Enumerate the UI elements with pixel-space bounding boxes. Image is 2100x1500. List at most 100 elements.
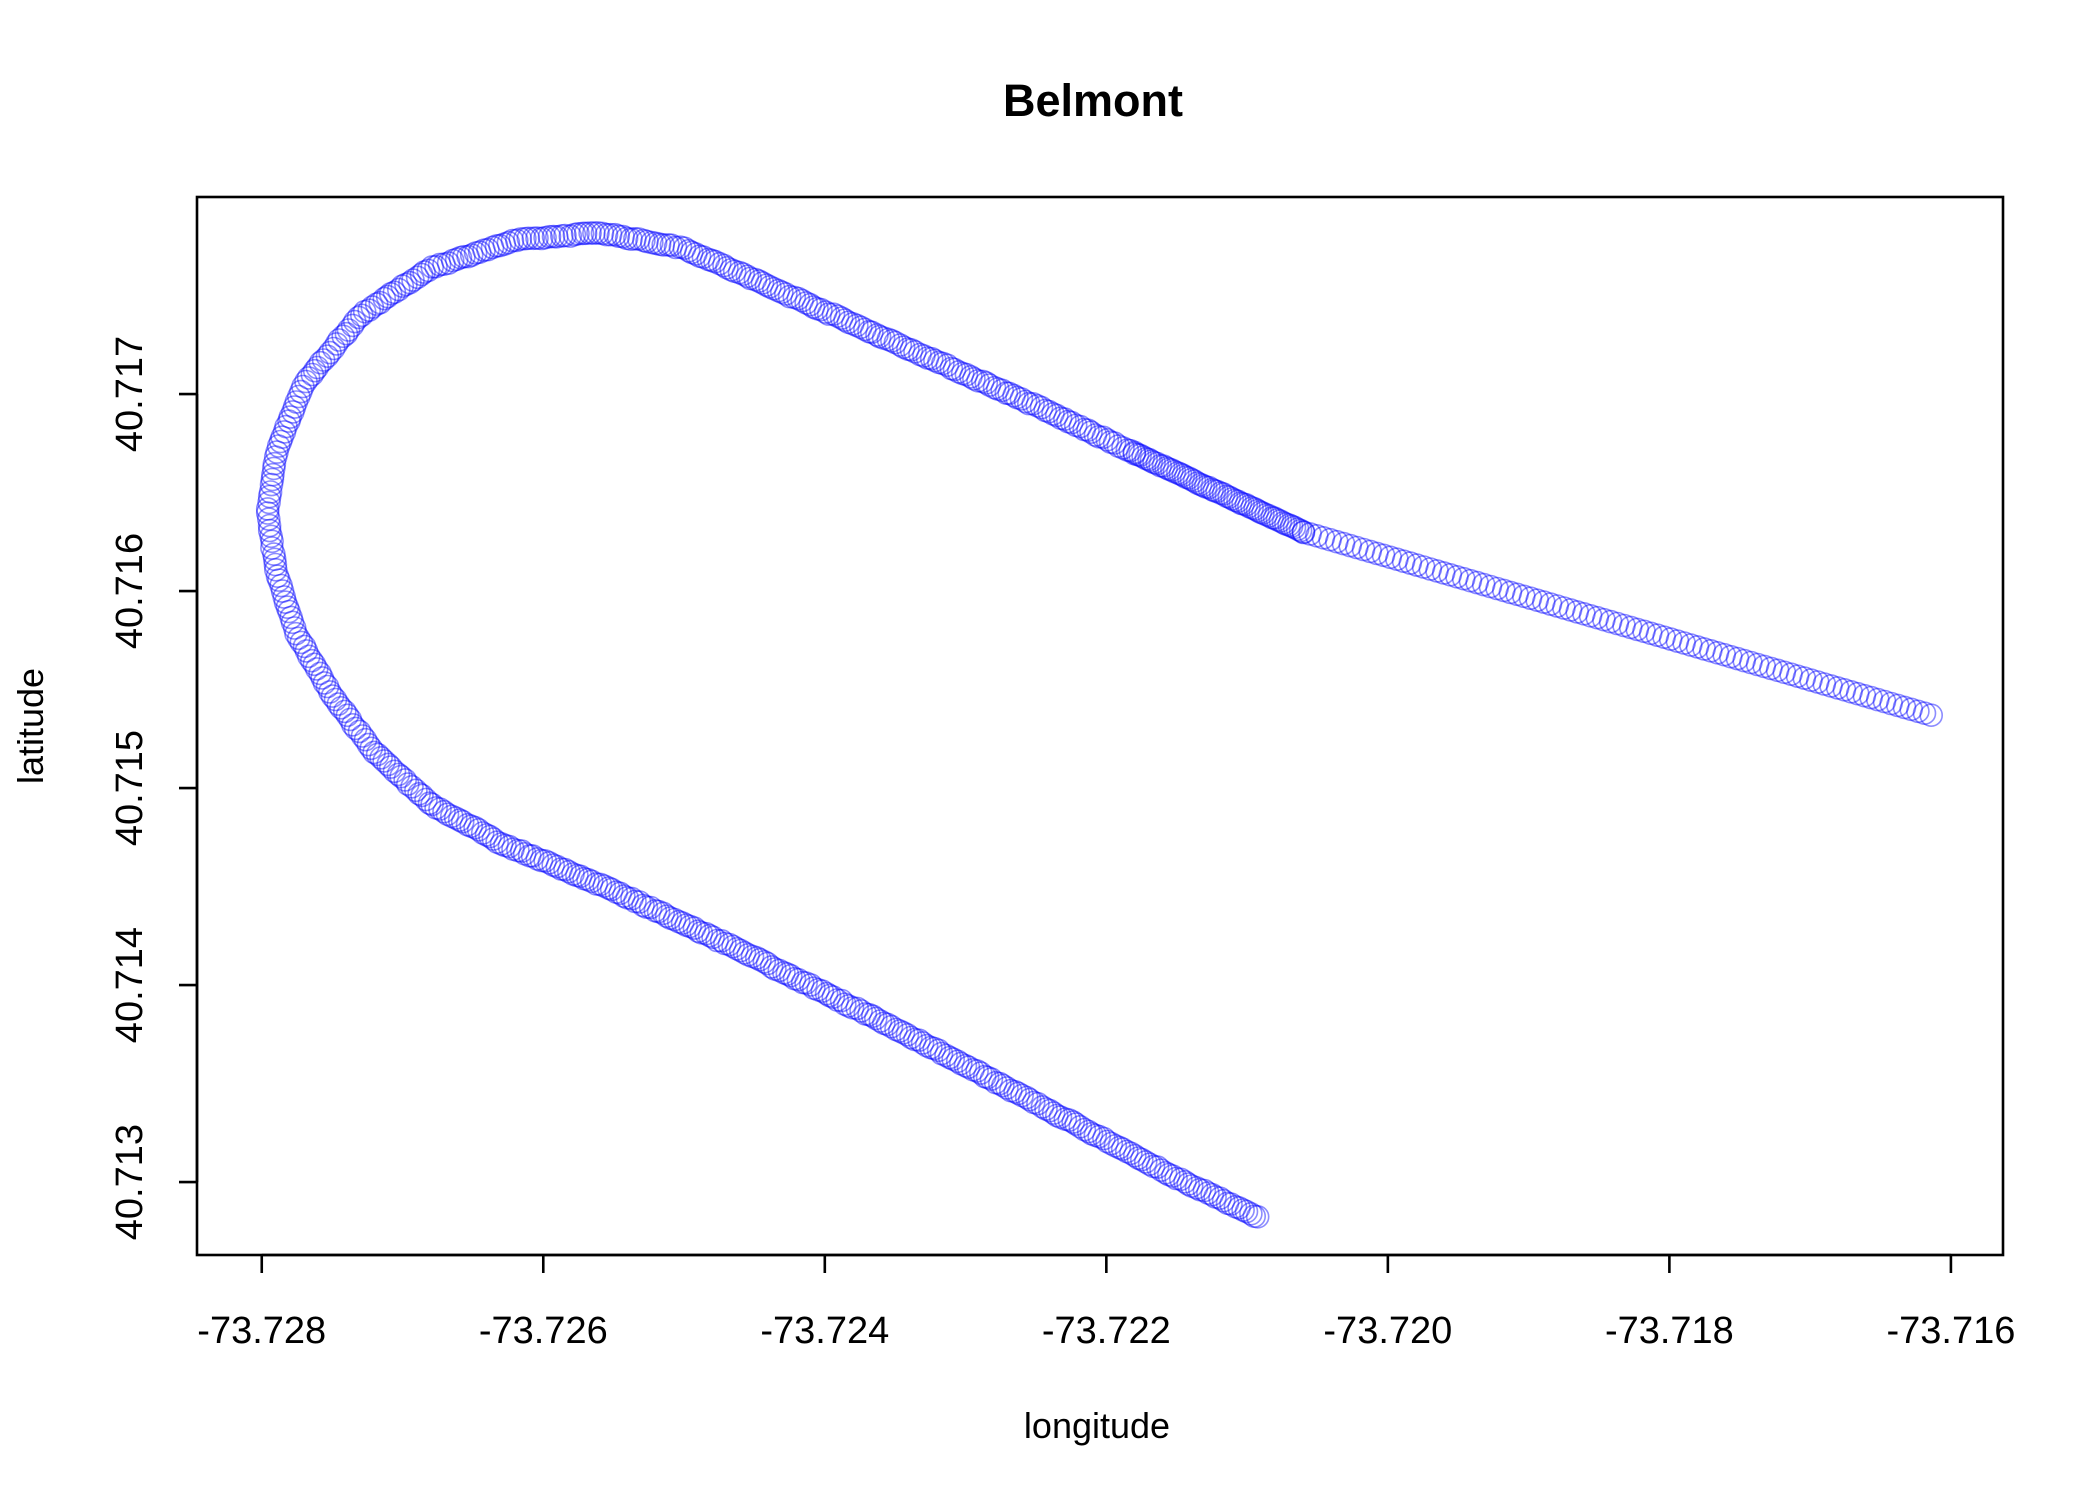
data-point (553, 223, 577, 248)
data-point (883, 330, 908, 355)
data-point (946, 360, 971, 384)
data-point (816, 302, 841, 326)
data-point (1879, 691, 1903, 716)
data-point (541, 224, 566, 249)
data-point (604, 880, 629, 905)
data-point (1203, 1185, 1227, 1209)
data-point (1119, 1141, 1143, 1166)
data-point (537, 850, 562, 875)
data-point (1231, 492, 1255, 516)
data-point (682, 916, 707, 940)
data-point (914, 1033, 939, 1058)
data-point (1291, 520, 1316, 544)
data-point (289, 379, 313, 404)
data-point (1759, 656, 1783, 681)
data-point (1845, 681, 1870, 706)
data-point (1752, 654, 1776, 679)
data-point (1068, 414, 1093, 439)
data-point (1732, 648, 1756, 673)
data-point (1792, 666, 1817, 690)
data-point (1825, 676, 1850, 700)
data-point (672, 236, 697, 260)
x-axis-label: longitude (1024, 1405, 1170, 1446)
data-point (782, 285, 807, 310)
data-point (296, 366, 321, 390)
data-point (258, 480, 283, 504)
data-point (1063, 413, 1088, 438)
data-point (420, 255, 445, 279)
data-point (1679, 633, 1703, 657)
data-point (817, 983, 842, 1008)
data-point (1079, 420, 1103, 445)
data-point (656, 233, 680, 257)
data-point (1072, 417, 1096, 442)
data-point (860, 1004, 885, 1029)
data-point (1739, 650, 1763, 675)
data-point (662, 907, 687, 932)
data-point (670, 911, 695, 935)
data-point (1512, 584, 1536, 609)
data-point (752, 949, 777, 974)
data-point (732, 940, 757, 965)
data-point (1157, 457, 1181, 481)
data-point (1137, 447, 1161, 472)
data-point (1076, 1119, 1101, 1144)
data-point (364, 292, 389, 316)
data-point (517, 843, 542, 868)
data-point (647, 232, 672, 256)
data-point (1525, 588, 1549, 613)
data-point (1038, 1098, 1062, 1123)
data-point (810, 979, 835, 1003)
data-point (1345, 535, 1369, 560)
data-point (598, 222, 623, 247)
data-point (1014, 1085, 1039, 1110)
data-point (262, 542, 286, 566)
data-point (1053, 407, 1077, 431)
data-point (750, 271, 775, 295)
data-point (1045, 403, 1069, 428)
data-point (1378, 545, 1402, 570)
data-point (777, 284, 802, 309)
data-point (1220, 486, 1244, 511)
data-point (651, 233, 676, 257)
data-point (678, 914, 702, 939)
data-point (262, 451, 287, 476)
data-point (701, 925, 725, 950)
data-point (1111, 436, 1135, 460)
data-point (775, 962, 800, 986)
data-point (970, 369, 995, 394)
data-point (1164, 1166, 1188, 1191)
data-point (1699, 638, 1723, 663)
data-point (668, 235, 693, 259)
data-point (1445, 564, 1469, 589)
data-point (579, 869, 604, 894)
data-point (782, 966, 807, 991)
data-point (1110, 1137, 1135, 1161)
data-point (255, 497, 280, 521)
data-point (1237, 494, 1261, 519)
data-point (1260, 505, 1284, 530)
data-point (1248, 500, 1273, 524)
data-point (1331, 531, 1356, 556)
data-point (1191, 473, 1215, 498)
data-point (773, 282, 798, 306)
data-point (1098, 430, 1123, 454)
data-point (829, 306, 854, 330)
data-point (748, 947, 772, 972)
data-point (922, 1036, 947, 1061)
data-point (829, 988, 854, 1013)
data-point (362, 740, 386, 765)
data-point (324, 332, 349, 356)
data-point (321, 336, 346, 361)
data-point (292, 634, 317, 659)
data-point (643, 231, 668, 256)
data-point (1458, 568, 1483, 593)
data-point (263, 445, 288, 469)
data-point (908, 342, 932, 367)
data-point (1852, 683, 1877, 708)
data-point (801, 295, 826, 319)
data-point (713, 931, 737, 956)
data-point (1106, 434, 1131, 458)
data-point (340, 712, 365, 737)
data-point (786, 286, 811, 311)
